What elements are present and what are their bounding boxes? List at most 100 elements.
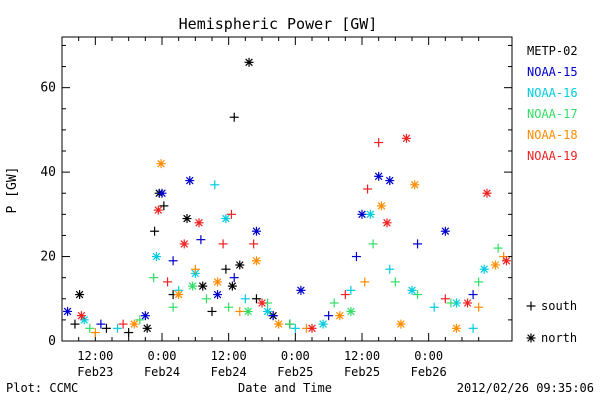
point-noaa-18-south <box>474 302 484 312</box>
point-noaa-18-north <box>451 323 461 333</box>
point-noaa-19-south <box>440 294 450 304</box>
legend-noaa-17: NOAA-17 <box>527 107 578 121</box>
point-noaa-18-north <box>156 159 166 169</box>
point-noaa-17-south <box>285 319 295 329</box>
point-noaa-19-north <box>382 218 392 228</box>
point-noaa-15-north <box>385 176 395 186</box>
point-noaa-19-south <box>218 239 228 249</box>
marker-legend-north: north <box>541 331 577 345</box>
x-tick-label-date: Feb26 <box>411 365 447 379</box>
x-axis-ticks: 12:00 Feb23 0:00 Feb24 12:00 Feb24 0:00 Feb25 12… <box>61 37 480 379</box>
y-tick-label: 0 <box>48 334 56 349</box>
point-noaa-19-north <box>153 205 163 215</box>
point-noaa-17-south <box>201 294 211 304</box>
point-noaa-15-south <box>96 319 106 329</box>
point-noaa-16-north <box>263 306 273 316</box>
point-noaa-18-north <box>251 256 261 266</box>
point-noaa-15-north <box>213 290 223 300</box>
point-noaa-17-south <box>149 273 159 283</box>
point-noaa-15-south <box>168 256 178 266</box>
point-noaa-16-north <box>365 209 375 219</box>
point-metp-02-south <box>251 294 261 304</box>
legend-noaa-15: NOAA-15 <box>527 65 578 79</box>
point-noaa-19-north <box>257 298 267 308</box>
legend-metp-02: METP-02 <box>527 44 578 58</box>
point-noaa-16-north <box>151 252 161 262</box>
point-noaa-19-north <box>179 239 189 249</box>
point-noaa-18-north <box>129 319 139 329</box>
point-noaa-19-south <box>249 239 259 249</box>
point-noaa-16-south <box>346 285 356 295</box>
point-noaa-19-south <box>363 184 373 194</box>
point-metp-02-south <box>207 306 217 316</box>
point-metp-02-north <box>235 260 245 270</box>
marker-legend-south: south <box>541 299 577 313</box>
point-noaa-15-north <box>140 311 150 321</box>
point-noaa-18-north <box>490 260 500 270</box>
x-tick-label-time: 0:00 <box>281 349 310 363</box>
point-metp-02-south <box>150 226 160 236</box>
legend-noaa-18: NOAA-18 <box>527 128 578 142</box>
point-noaa-18-north <box>335 311 345 321</box>
point-noaa-17-north <box>188 281 198 291</box>
point-noaa-17-south <box>168 302 178 312</box>
point-metp-02-south <box>101 323 111 333</box>
point-metp-02-north <box>244 57 254 67</box>
point-noaa-19-north <box>76 311 86 321</box>
point-noaa-19-north <box>401 133 411 143</box>
point-noaa-15-north <box>251 226 261 236</box>
point-noaa-16-south <box>113 323 123 333</box>
marker-legend-symbol-north <box>526 333 536 343</box>
marker-legend: south north <box>526 299 577 345</box>
plot-frame <box>61 36 513 342</box>
point-noaa-18-south <box>360 277 370 287</box>
legend-noaa-19: NOAA-19 <box>527 149 578 163</box>
point-metp-02-north <box>198 281 208 291</box>
point-metp-02-south <box>221 264 231 274</box>
point-noaa-17-north <box>346 306 356 316</box>
y-tick-label: 60 <box>40 81 56 96</box>
point-noaa-15-north <box>63 306 73 316</box>
chart-title: Hemispheric Power [GW] <box>179 15 378 33</box>
point-noaa-18-north <box>213 277 223 287</box>
point-noaa-16-north <box>221 214 231 224</box>
point-noaa-15-south <box>196 235 206 245</box>
point-noaa-17-south <box>390 277 400 287</box>
x-tick-label-date: Feb24 <box>144 365 180 379</box>
x-axis-label: Date and Time <box>238 381 332 395</box>
point-metp-02-south <box>70 319 80 329</box>
y-tick-label: 40 <box>40 165 56 180</box>
point-noaa-16-south <box>468 323 478 333</box>
point-noaa-15-south <box>468 290 478 300</box>
point-metp-02-north <box>75 290 85 300</box>
point-noaa-15-north <box>296 285 306 295</box>
point-noaa-15-north <box>357 209 367 219</box>
point-noaa-15-south <box>268 311 278 321</box>
point-noaa-19-north <box>194 218 204 228</box>
point-noaa-16-south <box>210 180 220 190</box>
point-noaa-16-north <box>318 319 328 329</box>
point-noaa-17-south <box>368 239 378 249</box>
point-noaa-19-north <box>307 323 317 333</box>
point-noaa-18-north <box>274 319 284 329</box>
point-noaa-17-south <box>85 323 95 333</box>
x-tick-label-time: 0:00 <box>414 349 443 363</box>
point-noaa-19-north <box>501 256 511 266</box>
y-axis-label: P [GW] <box>5 167 20 214</box>
point-noaa-19-south <box>340 290 350 300</box>
point-noaa-19-south <box>163 277 173 287</box>
point-noaa-17-south <box>446 298 456 308</box>
point-noaa-18-north <box>396 319 406 329</box>
point-metp-02-north <box>142 323 152 333</box>
point-noaa-16-north <box>407 285 417 295</box>
series-legend: METP-02 NOAA-15 NOAA-16 NOAA-17 NOAA-18 NOAA-… <box>527 44 578 163</box>
x-tick-label-date: Feb25 <box>344 365 380 379</box>
point-noaa-19-north <box>482 188 492 198</box>
point-noaa-19-south <box>226 209 236 219</box>
x-tick-label-time: 12:00 <box>211 349 247 363</box>
point-noaa-15-south <box>229 273 239 283</box>
point-noaa-19-north <box>463 298 473 308</box>
x-tick-label-time: 12:00 <box>77 349 113 363</box>
point-noaa-19-south <box>118 319 128 329</box>
point-noaa-17-south <box>224 302 234 312</box>
